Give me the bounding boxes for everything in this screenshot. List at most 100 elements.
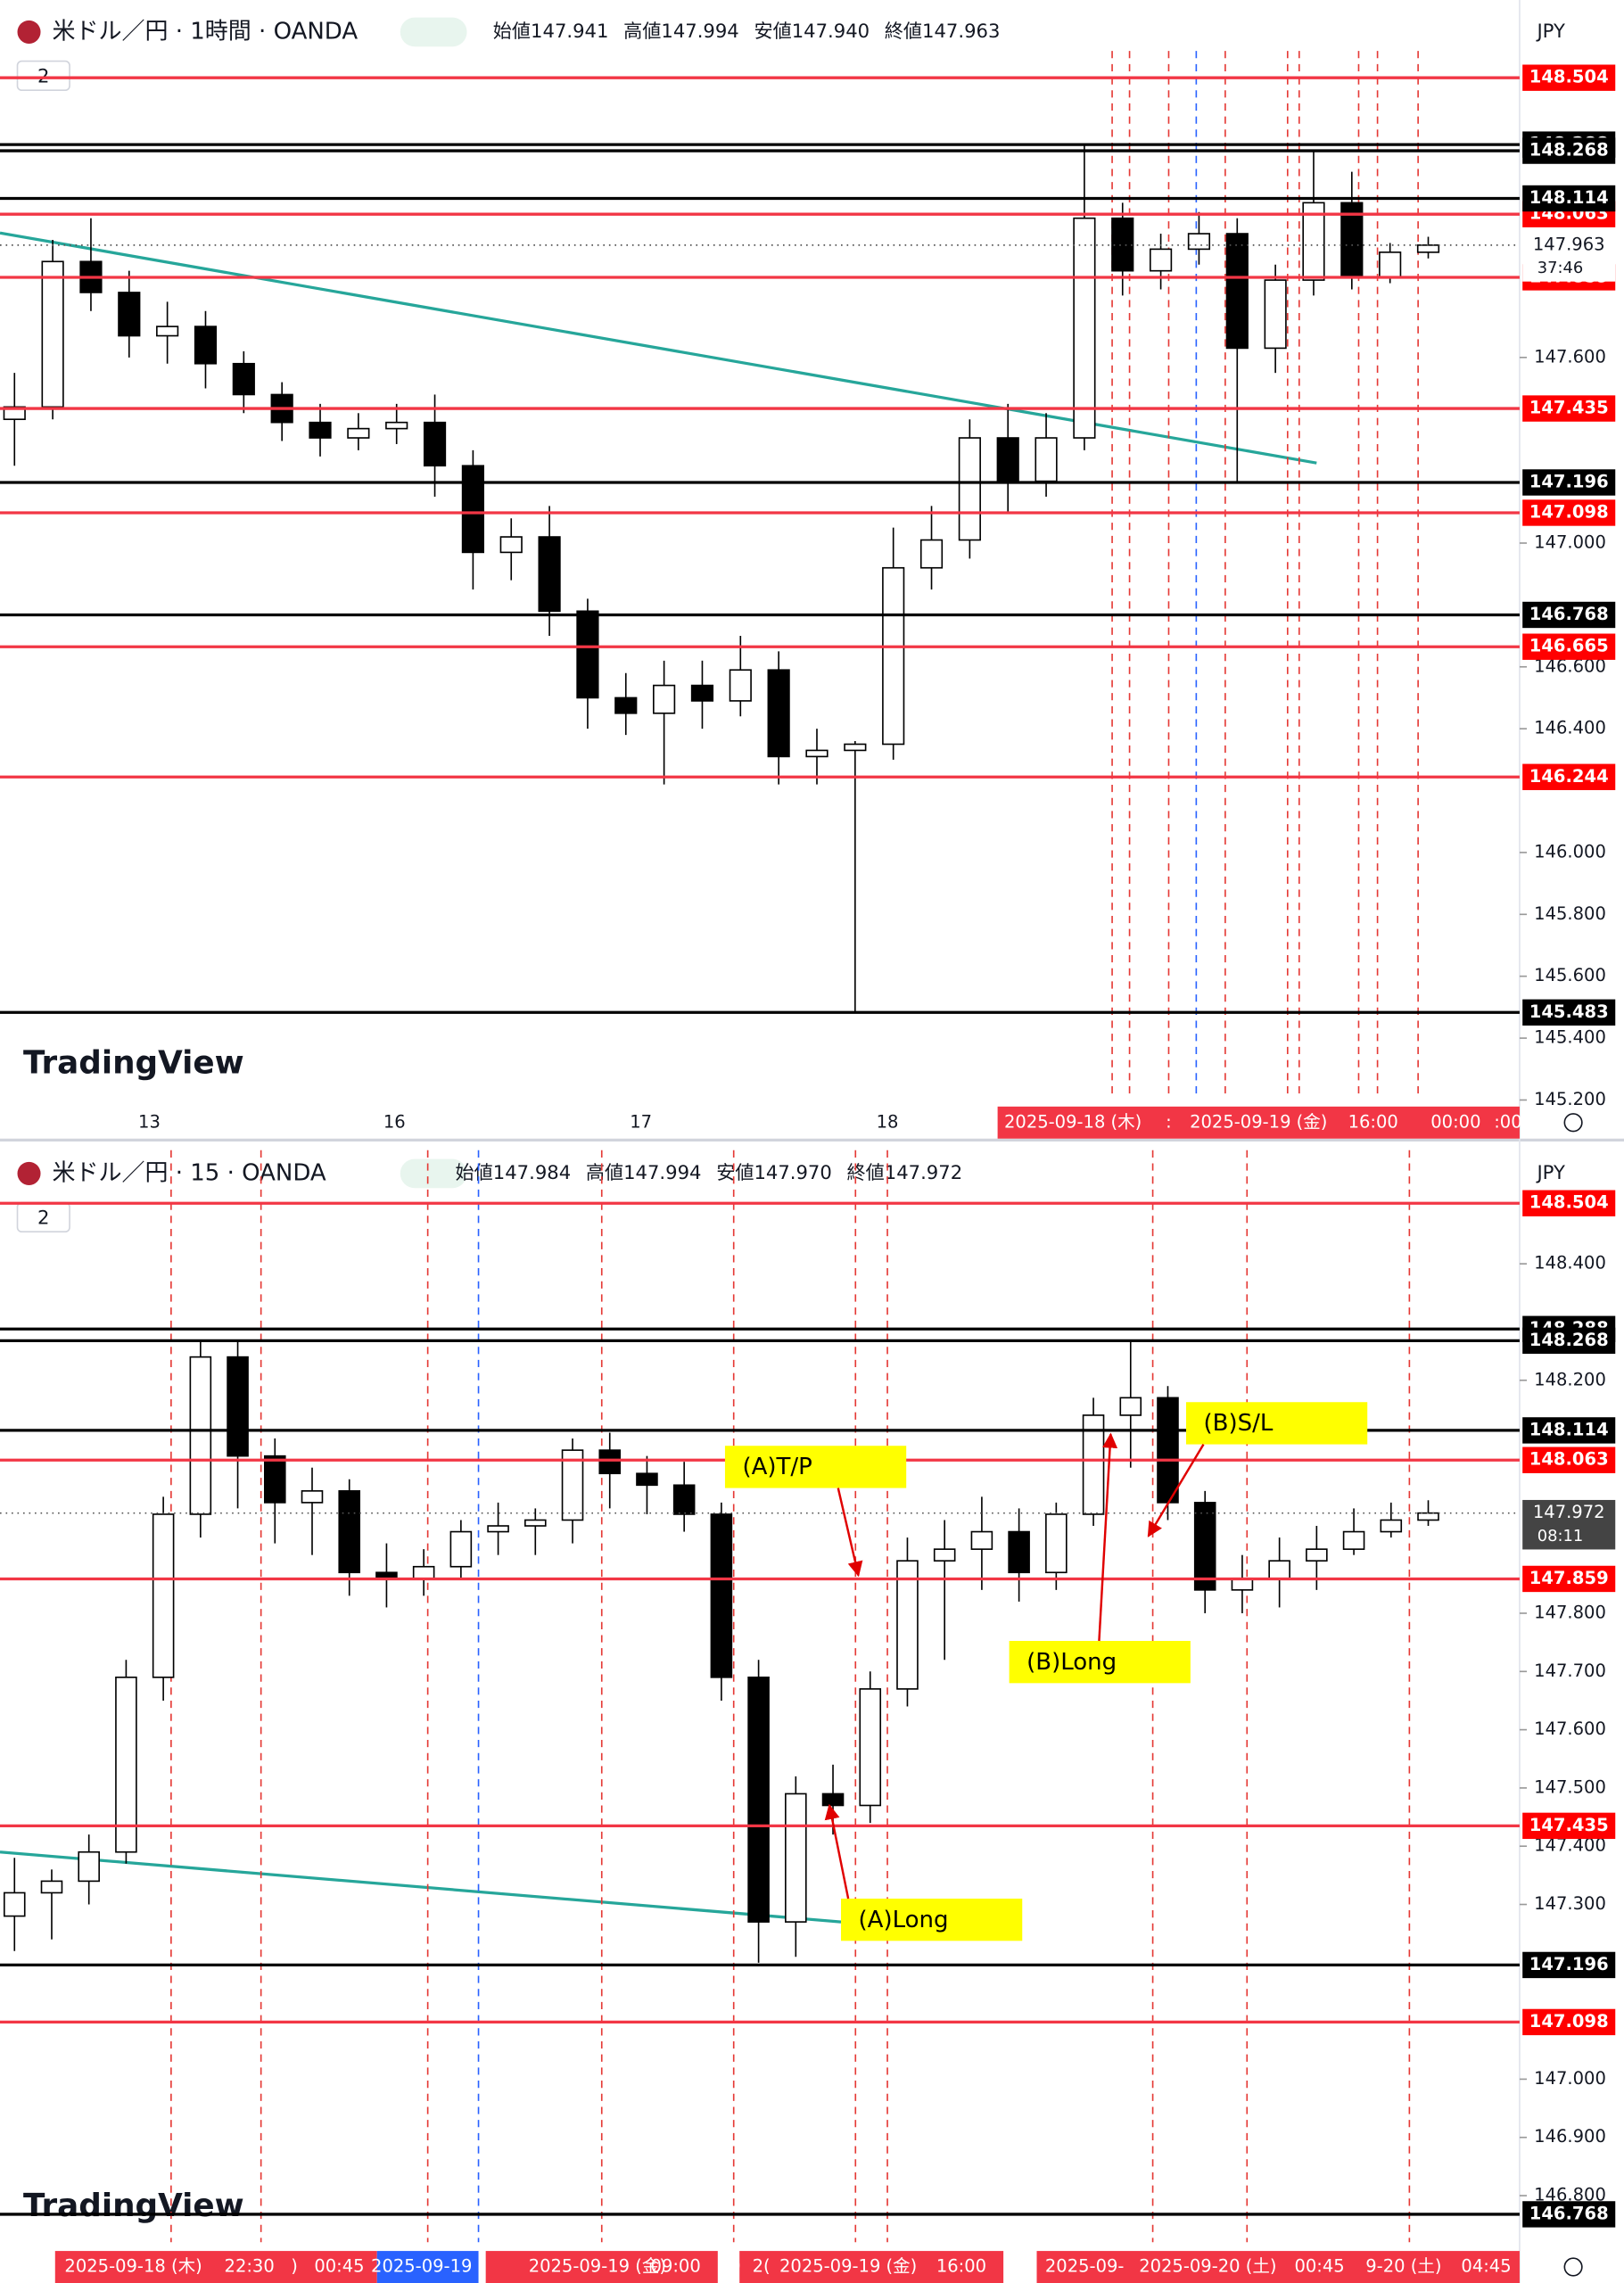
candle-body [1264, 279, 1287, 350]
price-level-tag [1522, 64, 1616, 91]
candle-body [767, 669, 790, 758]
price-level-tag [1522, 395, 1616, 422]
time-highlight: 00:45 [314, 2256, 364, 2277]
candle-body [1342, 1530, 1365, 1550]
annotation-arrow [824, 1803, 850, 1900]
status-badge [400, 17, 467, 47]
candle-body [576, 610, 599, 699]
settings[interactable] [1563, 2257, 1583, 2277]
candle-body [710, 1513, 733, 1678]
candle-body [1302, 202, 1325, 281]
symbol: 米ドル／円 · 1時間 · OANDA [53, 18, 359, 45]
price-level-tag [1522, 2201, 1616, 2228]
logo: TradingView [23, 1044, 244, 1081]
price-level-label: 147.098 [1529, 501, 1609, 522]
candle-body [653, 684, 676, 714]
time-label: 17 [630, 1111, 652, 1132]
candle-body [747, 1677, 770, 1923]
time-highlight: 16:00 [1348, 1111, 1398, 1132]
price-level-tag [1522, 763, 1616, 790]
y-tick-label: 147.600 [1534, 1718, 1606, 1739]
time-highlight: 04:45 [1461, 2256, 1511, 2277]
candle-body [40, 1880, 63, 1894]
annotation: (A)T/P [742, 1454, 812, 1480]
candle-body [919, 539, 944, 569]
candle-body [1073, 217, 1096, 439]
indicator-toggle[interactable] [16, 60, 70, 92]
time-highlight: ) [291, 2256, 298, 2277]
price-level-tag [1522, 633, 1616, 660]
candle-body [538, 536, 561, 613]
candle-body [118, 292, 141, 337]
candle-body [1035, 437, 1058, 482]
price-level-label: 146.665 [1529, 636, 1609, 656]
candle-body [1268, 1560, 1290, 1579]
trend-line [0, 231, 1317, 465]
time-highlight: 2025-09-19 (金) [529, 2256, 666, 2277]
candle-body [614, 696, 638, 714]
time-highlight-bg [739, 2251, 1004, 2283]
time-highlight: 2025-09-19 ( [371, 2256, 484, 2277]
candle-body [1119, 1397, 1142, 1416]
time-highlight: :00 [1494, 1111, 1521, 1132]
candle-body [194, 326, 218, 365]
countdown: 37:46 [1537, 259, 1584, 277]
price-level-tag [1522, 1951, 1616, 1979]
y-tick-label: 145.600 [1534, 965, 1606, 985]
price-level-tag [1522, 1417, 1616, 1444]
candle-body [729, 669, 752, 702]
price-level-tag [1522, 469, 1616, 496]
ohlc-value: 終値147.972 [847, 1161, 963, 1183]
candle-body [690, 684, 714, 702]
price-level-label: 147.859 [1529, 1568, 1609, 1588]
candle-body [423, 421, 447, 467]
y-tick-label: 146.900 [1534, 2126, 1606, 2147]
price-level-tag [1522, 137, 1616, 164]
currency[interactable]: JPY [1535, 20, 1564, 42]
y-tick-label: 148.400 [1534, 1253, 1606, 1273]
y-tick-label: 147.000 [1534, 532, 1606, 552]
ohlc-value: 高値147.994 [623, 20, 739, 42]
price-level-tag [1522, 499, 1616, 526]
time-label: 18 [877, 1111, 899, 1132]
time-highlight: :0 [724, 2256, 741, 2277]
ohlc-value: 安値147.940 [754, 20, 870, 42]
last-price-tag [1522, 232, 1616, 282]
time-highlight-bg [54, 2251, 377, 2283]
price-level-label: 148.268 [1529, 1330, 1609, 1350]
candle-body [3, 406, 26, 421]
candle-body [449, 1530, 473, 1568]
ohlc-value: 安値147.970 [716, 1161, 832, 1183]
y-tick-label: 147.500 [1534, 1776, 1606, 1797]
candle-body [309, 421, 332, 439]
y-tick-label: 147.400 [1534, 1835, 1606, 1856]
price-level-tag [1522, 1327, 1616, 1355]
candle-body [1380, 1519, 1403, 1533]
candle-body [933, 1548, 956, 1562]
price-level-label: 146.244 [1529, 766, 1609, 787]
y-tick-label: 147.800 [1534, 1602, 1606, 1622]
price-level-label: 147.098 [1529, 2011, 1609, 2032]
last-price: 147.972 [1533, 1502, 1605, 1522]
candle-body [78, 1850, 100, 1883]
price-level-tag [1522, 1190, 1616, 1216]
y-tick-label: 148.200 [1534, 1369, 1606, 1389]
candle-body [156, 326, 179, 337]
candle-body [1187, 233, 1211, 251]
candle-body [859, 1688, 882, 1807]
y-tick-label: 145.800 [1534, 903, 1606, 924]
time-highlight: : [1166, 1111, 1172, 1132]
time-highlight: 22:30 [225, 2256, 275, 2277]
annotation-box [841, 1898, 1023, 1941]
ohlc-value: 高値147.994 [586, 1161, 702, 1183]
price-level-label: 148.114 [1529, 1419, 1609, 1439]
candle-body [821, 1793, 845, 1807]
candle-body [844, 743, 867, 752]
price-level-label: 148.114 [1529, 187, 1609, 208]
currency[interactable]: JPY [1535, 1161, 1564, 1183]
candle-body [347, 427, 370, 439]
settings[interactable] [1563, 1113, 1583, 1133]
time-highlight: 2025-09- [1045, 2256, 1125, 2277]
y-tick-label: 146.000 [1534, 841, 1606, 861]
